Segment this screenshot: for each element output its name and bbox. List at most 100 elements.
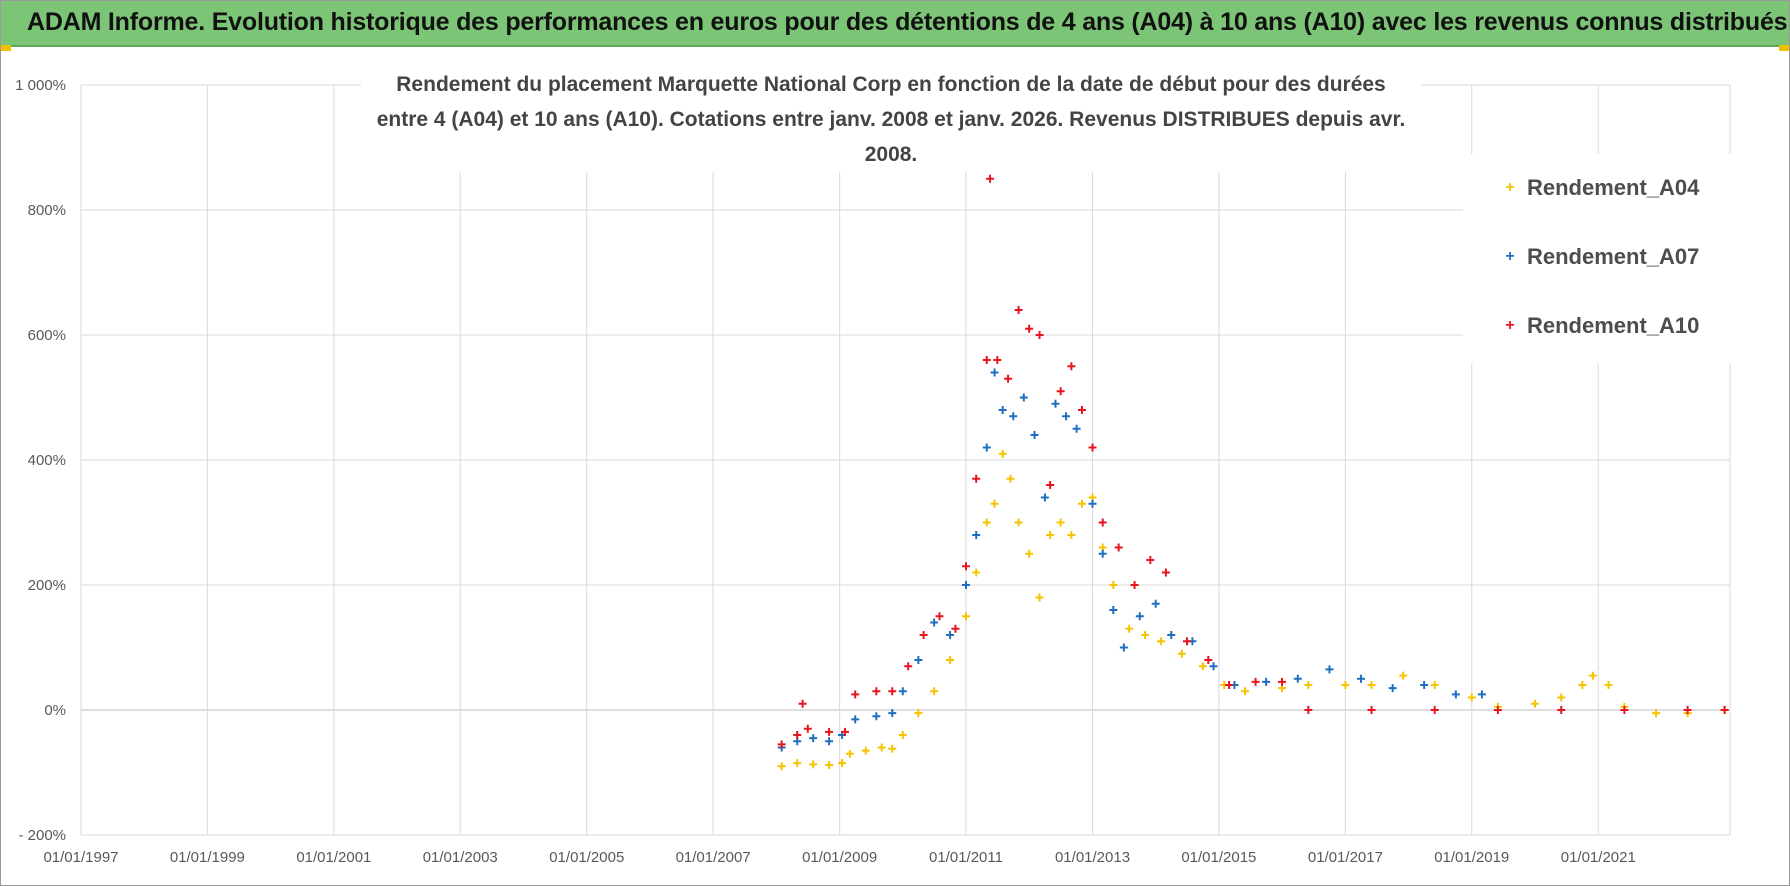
data-point bbox=[1046, 531, 1055, 539]
y-tick-label: 0% bbox=[44, 702, 66, 719]
data-point bbox=[982, 356, 991, 364]
x-tick-label: 01/01/2003 bbox=[423, 849, 498, 866]
x-tick-label: 01/01/2007 bbox=[676, 849, 751, 866]
data-point bbox=[1225, 681, 1234, 689]
data-point bbox=[982, 443, 991, 452]
chart-title: Rendement du placement Marquette Nationa… bbox=[361, 67, 1421, 172]
data-point bbox=[872, 687, 881, 696]
data-point bbox=[1146, 556, 1155, 564]
data-point bbox=[825, 727, 834, 736]
data-point bbox=[1030, 431, 1039, 439]
data-point bbox=[972, 531, 981, 539]
y-tick-label: 400% bbox=[28, 452, 66, 469]
data-point bbox=[1109, 606, 1118, 614]
data-point bbox=[1046, 481, 1055, 489]
data-point bbox=[1241, 687, 1250, 696]
x-tick-label: 01/01/2013 bbox=[1055, 849, 1130, 866]
data-point bbox=[1430, 706, 1439, 714]
chart-title-line-2: entre 4 (A04) et 10 ans (A10). Cotations… bbox=[376, 108, 1406, 166]
data-point bbox=[793, 759, 802, 768]
data-point bbox=[825, 737, 834, 746]
data-point bbox=[1077, 406, 1086, 414]
data-point bbox=[986, 174, 995, 183]
data-point bbox=[972, 568, 981, 577]
data-point bbox=[1056, 387, 1065, 396]
corner-mark-left bbox=[1, 45, 11, 51]
data-point bbox=[1040, 493, 1049, 502]
data-point bbox=[777, 740, 786, 749]
data-point bbox=[1088, 499, 1097, 508]
y-tick-label: 600% bbox=[28, 327, 66, 344]
data-point bbox=[914, 656, 923, 664]
data-point bbox=[935, 612, 944, 621]
x-tick-label: 01/01/2005 bbox=[549, 849, 624, 866]
data-point bbox=[1135, 612, 1144, 621]
data-point bbox=[1683, 706, 1692, 714]
data-point bbox=[1035, 331, 1044, 339]
data-point bbox=[1278, 677, 1287, 686]
data-point bbox=[1009, 412, 1018, 421]
data-point bbox=[1262, 677, 1271, 686]
data-point bbox=[1035, 593, 1044, 602]
data-point bbox=[1557, 693, 1566, 702]
x-tick-label: 01/01/2021 bbox=[1561, 849, 1636, 866]
data-point bbox=[1130, 581, 1139, 589]
data-point bbox=[961, 581, 970, 589]
data-point bbox=[798, 699, 807, 708]
x-tick-label: 01/01/1999 bbox=[170, 849, 245, 866]
data-point bbox=[1141, 631, 1150, 639]
data-point bbox=[877, 743, 886, 752]
series-Rendement_A04 bbox=[777, 449, 1729, 771]
data-point bbox=[930, 618, 939, 627]
data-point bbox=[1557, 706, 1566, 714]
data-point bbox=[1051, 399, 1060, 408]
data-point bbox=[1304, 706, 1313, 714]
data-point bbox=[1388, 684, 1397, 693]
x-tick-label: 01/01/2001 bbox=[296, 849, 371, 866]
data-point bbox=[888, 687, 897, 696]
data-point bbox=[961, 612, 970, 621]
data-point bbox=[1004, 374, 1013, 383]
data-point bbox=[1161, 568, 1170, 577]
legend-label-a07: Rendement_A07 bbox=[1527, 244, 1700, 270]
data-point bbox=[1341, 681, 1350, 689]
data-point bbox=[851, 715, 860, 724]
data-point bbox=[1356, 674, 1365, 683]
data-point bbox=[861, 746, 870, 755]
data-point bbox=[961, 562, 970, 571]
data-point bbox=[1157, 637, 1166, 646]
data-point bbox=[809, 734, 818, 743]
data-point bbox=[888, 709, 897, 718]
legend-label-a04: Rendement_A04 bbox=[1527, 175, 1700, 201]
data-point bbox=[1088, 443, 1097, 452]
data-point bbox=[951, 624, 960, 633]
data-point bbox=[1430, 681, 1439, 689]
data-point bbox=[1014, 306, 1023, 314]
data-point bbox=[914, 709, 923, 718]
data-point bbox=[1067, 531, 1076, 539]
data-point bbox=[1006, 474, 1015, 483]
y-tick-label: - 200% bbox=[18, 827, 66, 844]
y-tick-label: 800% bbox=[28, 202, 66, 219]
data-point bbox=[946, 656, 955, 664]
chart-title-line-1: Rendement du placement Marquette Nationa… bbox=[396, 73, 1386, 96]
data-point bbox=[1072, 424, 1081, 433]
data-point bbox=[1019, 393, 1028, 402]
data-point bbox=[946, 631, 955, 639]
data-point bbox=[1477, 690, 1486, 699]
data-point bbox=[1588, 671, 1597, 680]
data-point bbox=[1114, 543, 1123, 552]
data-point bbox=[1014, 518, 1023, 527]
legend-item-a04: + Rendement_A04 bbox=[1503, 174, 1699, 204]
data-point bbox=[838, 759, 847, 768]
data-point bbox=[1399, 671, 1408, 680]
legend: + Rendement_A04 + Rendement_A07 + Rendement… bbox=[1463, 154, 1731, 364]
data-point bbox=[872, 712, 881, 721]
data-point bbox=[1304, 681, 1313, 689]
data-point bbox=[930, 687, 939, 696]
data-point bbox=[990, 368, 999, 377]
x-tick-label: 01/01/1997 bbox=[43, 849, 118, 866]
x-tick-label: 01/01/2015 bbox=[1181, 849, 1256, 866]
data-point bbox=[793, 731, 802, 739]
x-tick-label: 01/01/2017 bbox=[1308, 849, 1383, 866]
